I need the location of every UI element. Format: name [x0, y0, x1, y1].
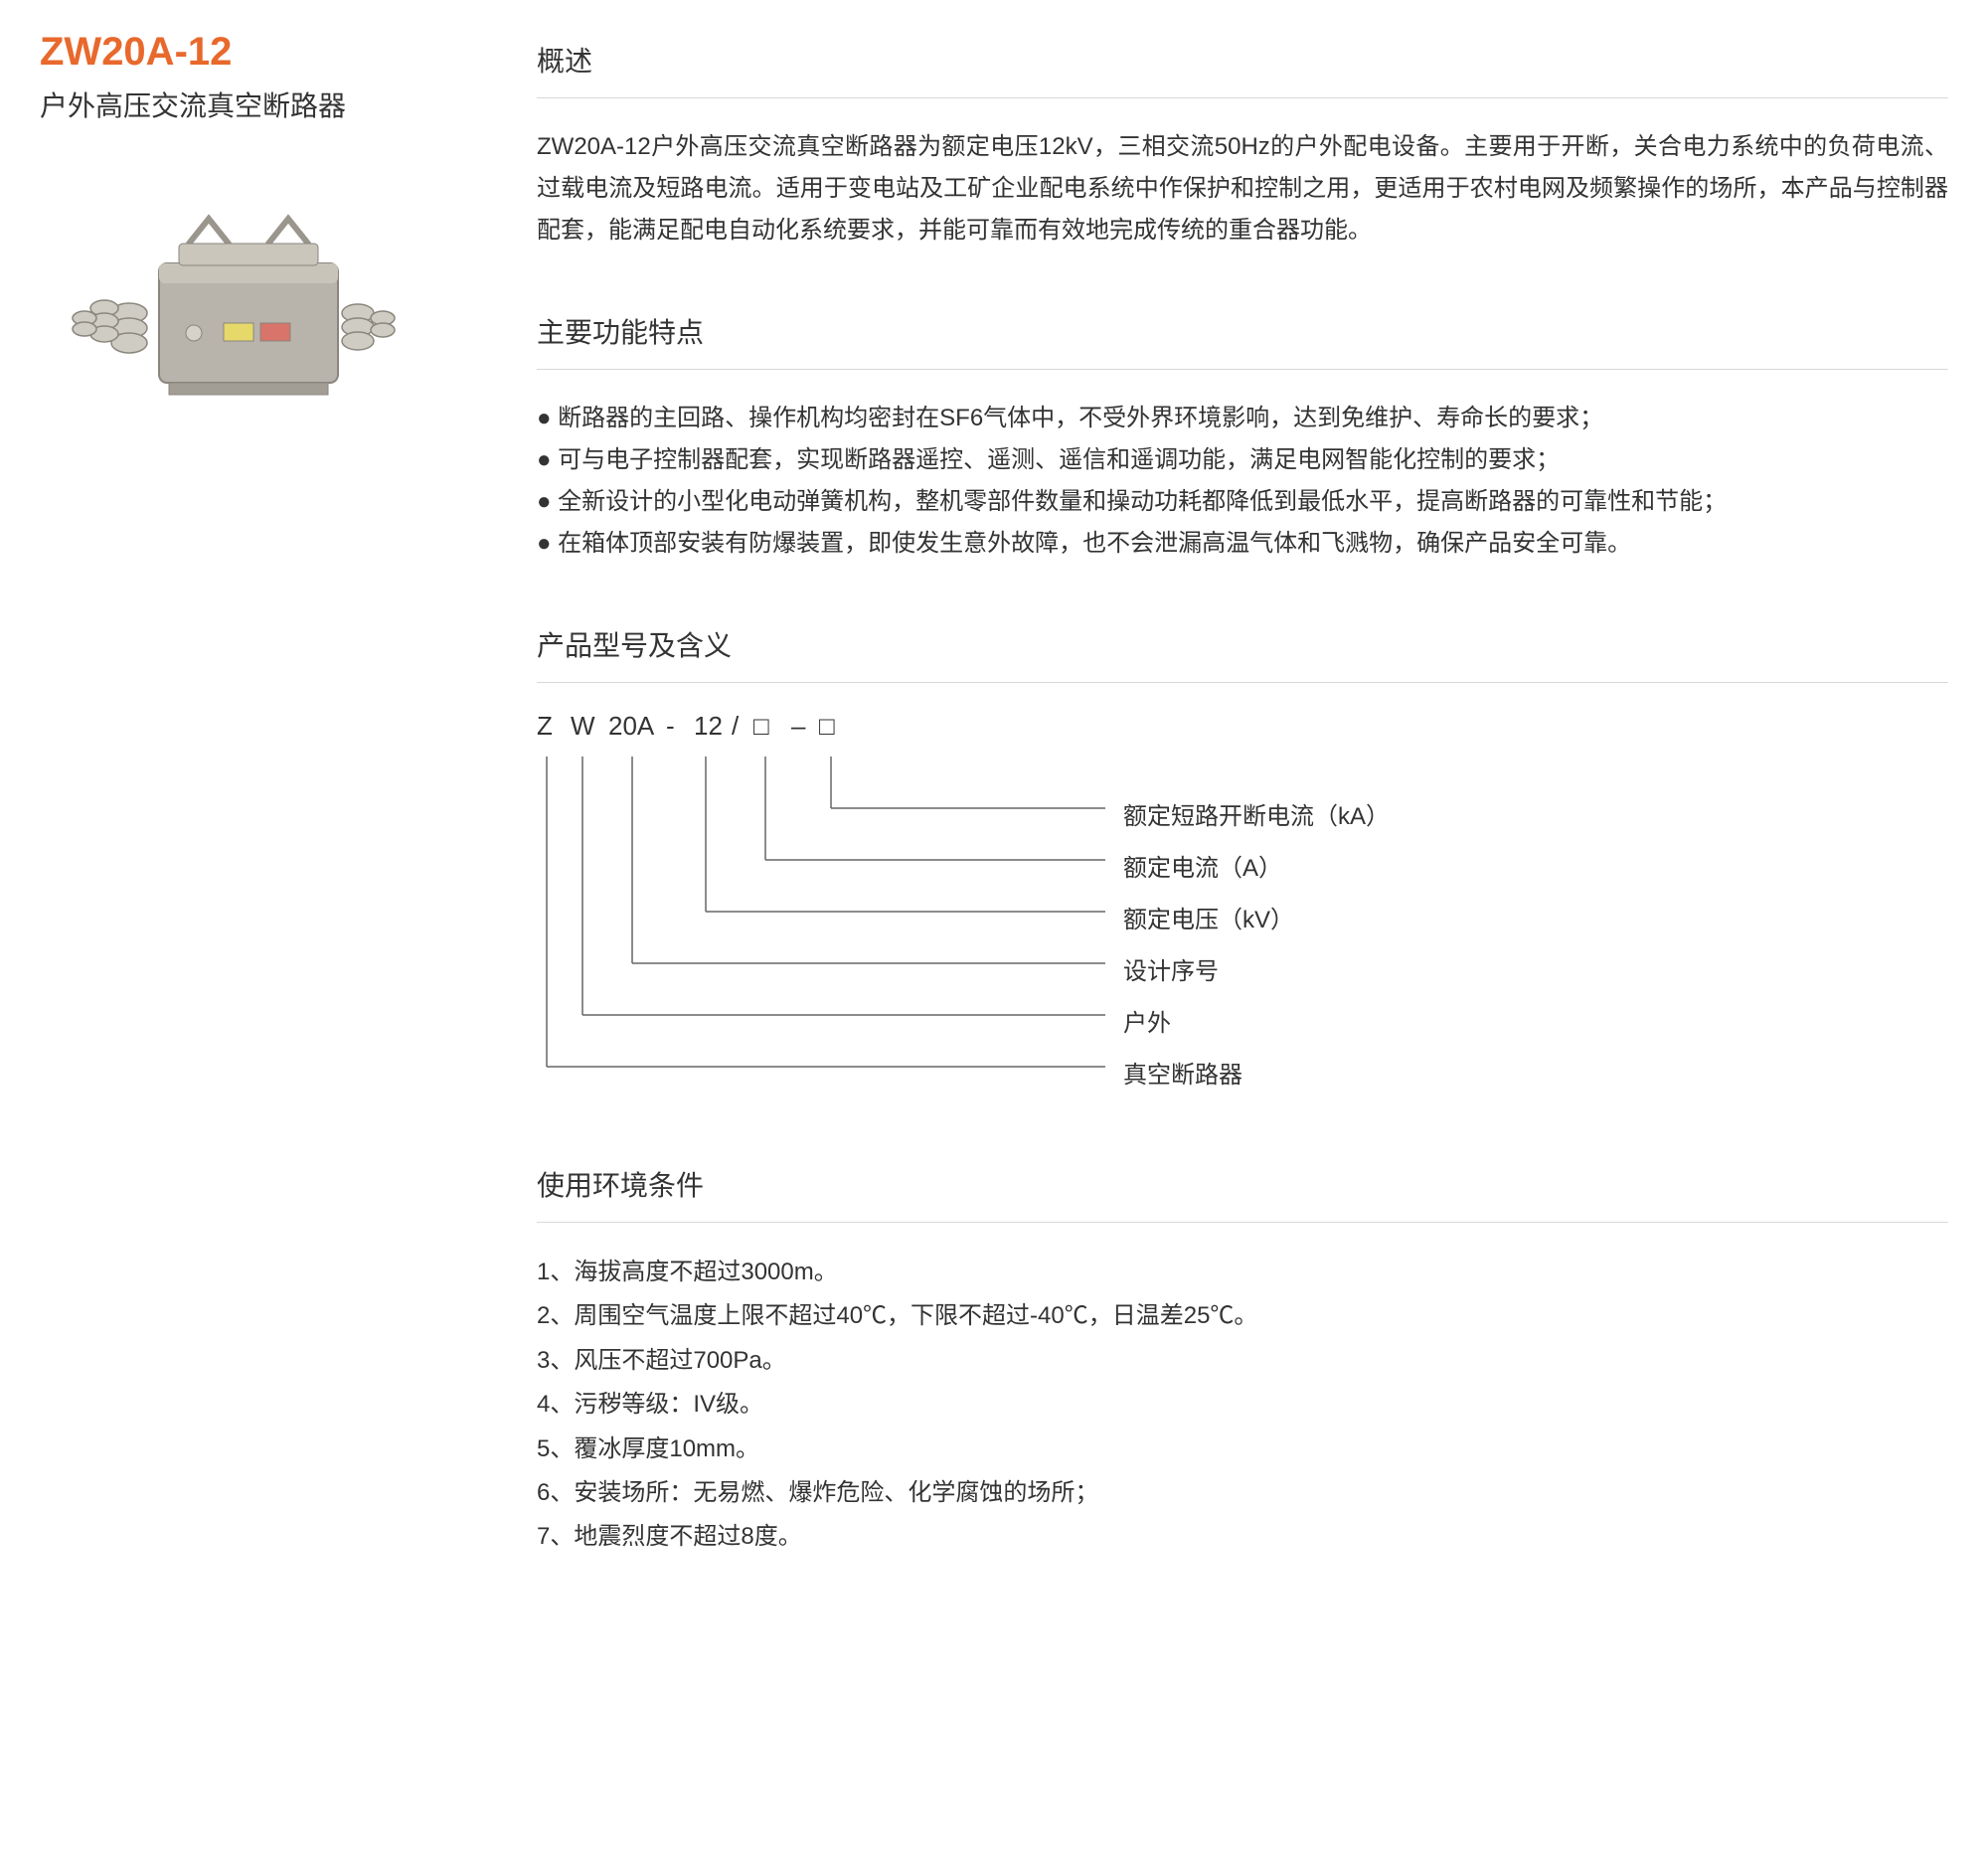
model-code-char: 20A	[608, 711, 654, 742]
model-diagram-label: 真空断路器	[1123, 1055, 1242, 1090]
model-code-char: 12	[694, 711, 723, 742]
features-title: 主要功能特点	[537, 311, 1948, 370]
product-image	[50, 174, 427, 432]
overview-title: 概述	[537, 40, 1948, 98]
model-code-char: □	[753, 711, 769, 742]
model-title: 产品型号及含义	[537, 624, 1948, 683]
model-code-char: –	[791, 711, 805, 742]
environment-item: 3、风压不超过700Pa。	[537, 1339, 1948, 1383]
model-diagram-label: 设计序号	[1123, 951, 1219, 986]
overview-text: ZW20A-12户外高压交流真空断路器为额定电压12kV，三相交流50Hz的户外…	[537, 126, 1948, 252]
model-diagram: ZW 20A-12 / □–□ 额定短路开断电流（kA） 额定电流（A） 额定电压（kV）…	[537, 711, 1948, 1104]
model-diagram-label: 户外	[1123, 1003, 1171, 1038]
model-diagram-label: 额定电压（kV）	[1123, 900, 1294, 934]
feature-item: ● 全新设计的小型化电动弹簧机构，整机零部件数量和操动功耗都降低到最低水平，提高…	[537, 481, 1948, 523]
environment-item: 7、地震烈度不超过8度。	[537, 1515, 1948, 1559]
model-code-char: Z	[537, 711, 553, 742]
environment-title: 使用环境条件	[537, 1164, 1948, 1223]
model-diagram-lines: 额定短路开断电流（kA） 额定电流（A） 额定电压（kV） 设计序号户外真空断路器	[537, 757, 1948, 1104]
feature-item: ● 在箱体顶部安装有防爆装置，即使发生意外故障，也不会泄漏高温气体和飞溅物，确保…	[537, 523, 1948, 565]
model-code-char: -	[666, 711, 675, 742]
environment-item: 2、周围空气温度上限不超过40℃，下限不超过-40℃，日温差25℃。	[537, 1294, 1948, 1338]
environment-item: 1、海拔高度不超过3000m。	[537, 1251, 1948, 1294]
model-code-row: ZW 20A-12 / □–□	[537, 711, 1948, 751]
product-code: ZW20A-12	[40, 30, 477, 75]
model-diagram-label: 额定短路开断电流（kA）	[1123, 796, 1390, 831]
environment-item: 4、污秽等级：IV级。	[537, 1383, 1948, 1427]
features-list: ● 断路器的主回路、操作机构均密封在SF6气体中，不受外界环境影响，达到免维护、…	[537, 398, 1948, 565]
right-column: 概述 ZW20A-12户外高压交流真空断路器为额定电压12kV，三相交流50Hz…	[537, 30, 1948, 1560]
environment-list: 1、海拔高度不超过3000m。 2、周围空气温度上限不超过40℃，下限不超过-4…	[537, 1251, 1948, 1560]
product-name: 户外高压交流真空断路器	[40, 84, 477, 124]
environment-item: 6、安装场所：无易燃、爆炸危险、化学腐蚀的场所；	[537, 1471, 1948, 1515]
environment-item: 5、覆冰厚度10mm。	[537, 1428, 1948, 1471]
left-column: ZW20A-12 户外高压交流真空断路器	[40, 30, 477, 1560]
feature-item: ● 断路器的主回路、操作机构均密封在SF6气体中，不受外界环境影响，达到免维护、…	[537, 398, 1948, 439]
model-code-char: W	[571, 711, 595, 742]
model-diagram-label: 额定电流（A）	[1123, 848, 1282, 883]
feature-item: ● 可与电子控制器配套，实现断路器遥控、遥测、遥信和遥调功能，满足电网智能化控制…	[537, 439, 1948, 481]
model-code-char: /	[732, 711, 739, 742]
model-code-char: □	[819, 711, 835, 742]
